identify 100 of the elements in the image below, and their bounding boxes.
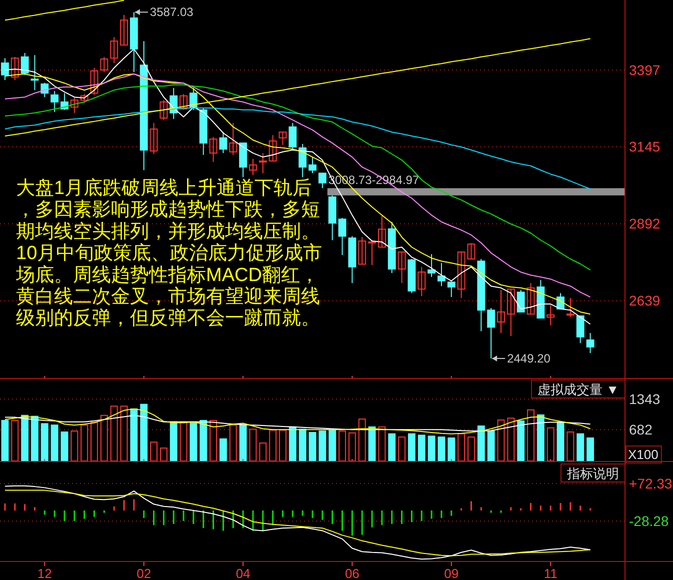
- candlestick: [229, 122, 238, 156]
- bar: [50, 424, 58, 462]
- candlestick: [378, 216, 386, 248]
- candlestick: [268, 134, 277, 162]
- bar: [249, 428, 257, 462]
- bar: [90, 422, 98, 462]
- bar: [546, 427, 554, 462]
- candlestick: [70, 96, 78, 114]
- bar: [576, 433, 584, 462]
- bar: [210, 420, 218, 462]
- bar: [428, 436, 436, 462]
- bar: [418, 434, 426, 462]
- line-series: [4, 0, 125, 21]
- candlestick: [219, 132, 228, 154]
- bar: [308, 432, 316, 462]
- y-tick-label: 682: [629, 422, 653, 438]
- y-tick-label: 2892: [629, 216, 660, 232]
- bar: [279, 430, 286, 462]
- x-tick-label: 11: [544, 566, 558, 580]
- bar: [288, 426, 296, 462]
- bar: [150, 442, 158, 462]
- candlestick: [358, 236, 366, 265]
- candlestick: [526, 282, 535, 315]
- candlestick: [298, 143, 307, 178]
- bar: [388, 433, 396, 462]
- candlestick: [418, 266, 426, 297]
- bar: [120, 406, 128, 462]
- candlestick: [20, 52, 29, 76]
- y-tick-label: 1343: [629, 391, 660, 408]
- bar: [269, 430, 277, 462]
- bar: [180, 421, 188, 462]
- annotation: 指标说明: [566, 466, 619, 481]
- candlestick: [368, 240, 376, 266]
- bar: [140, 404, 148, 462]
- y-tick-label: +72.33: [629, 475, 672, 492]
- bar: [1, 420, 9, 462]
- candlestick: [428, 254, 436, 278]
- bar: [160, 448, 168, 462]
- candlestick: [249, 158, 257, 176]
- bar: [408, 433, 416, 462]
- text: X100: [628, 447, 658, 462]
- candlestick: [308, 156, 316, 174]
- candlestick: [160, 100, 168, 120]
- bar: [21, 414, 29, 462]
- bar: [458, 433, 466, 462]
- bar: [487, 430, 495, 462]
- candlestick: [467, 242, 476, 260]
- x-tick-label: 06: [344, 566, 360, 580]
- candlestick: [487, 308, 496, 359]
- bar: [60, 431, 68, 462]
- candlestick: [180, 94, 188, 110]
- bar: [130, 408, 138, 462]
- bar: [338, 430, 346, 462]
- annotation: 大盘1月底跌破周线上升通道下轨后，多因素影响形成趋势性下跌，多短期均线空头排列，并形成均线压制。10月中旬政策底、政治底力促形成市场底。周线趋势性指标MACD翻红，黄白线二次金叉，市场有望迎来周线级别的反弹，但反弹不会一蹴而就。: [15, 177, 322, 330]
- bar: [477, 425, 485, 462]
- candlestick: [566, 297, 574, 318]
- candlestick: [398, 252, 406, 284]
- x-tick-label: 04: [236, 566, 250, 580]
- bar: [438, 436, 446, 462]
- bar: [190, 421, 198, 462]
- candlestick: [586, 332, 594, 354]
- bar: [40, 423, 48, 462]
- x-tick-label: 02: [136, 566, 152, 580]
- y-tick-label: -28.28: [629, 513, 669, 530]
- candlestick: [278, 132, 287, 146]
- candlestick: [457, 252, 466, 298]
- candlestick: [546, 304, 555, 326]
- bar: [378, 426, 386, 462]
- bar: [298, 428, 306, 462]
- candlestick: [506, 288, 515, 336]
- bar: [586, 437, 594, 462]
- candlestick: [90, 67, 98, 96]
- bar: [219, 438, 227, 462]
- candlestick: [516, 290, 525, 312]
- x-tick-label: 12: [37, 566, 52, 580]
- candlestick: [50, 90, 59, 112]
- line-series: [4, 408, 591, 434]
- bar: [328, 430, 336, 462]
- bar: [566, 431, 574, 462]
- y-tick-label: 2639: [629, 292, 660, 309]
- candlestick: [258, 152, 267, 174]
- bar: [11, 420, 19, 462]
- candlestick: [437, 262, 446, 287]
- candlestick: [30, 54, 39, 91]
- candlestick: [318, 172, 326, 189]
- bar: [70, 430, 78, 462]
- bar: [229, 424, 237, 462]
- bar: [348, 432, 356, 462]
- bar: [517, 420, 525, 462]
- candlestick: [150, 122, 158, 154]
- candlestick: [100, 56, 108, 73]
- bar: [527, 409, 534, 462]
- annotation: 3587.03: [150, 5, 194, 20]
- line-series: [4, 414, 591, 432]
- candlestick: [209, 136, 218, 162]
- bar: [31, 416, 38, 462]
- bar: [259, 442, 267, 462]
- bar: [358, 418, 366, 462]
- candlestick: [120, 14, 128, 46]
- candlestick: [10, 56, 19, 81]
